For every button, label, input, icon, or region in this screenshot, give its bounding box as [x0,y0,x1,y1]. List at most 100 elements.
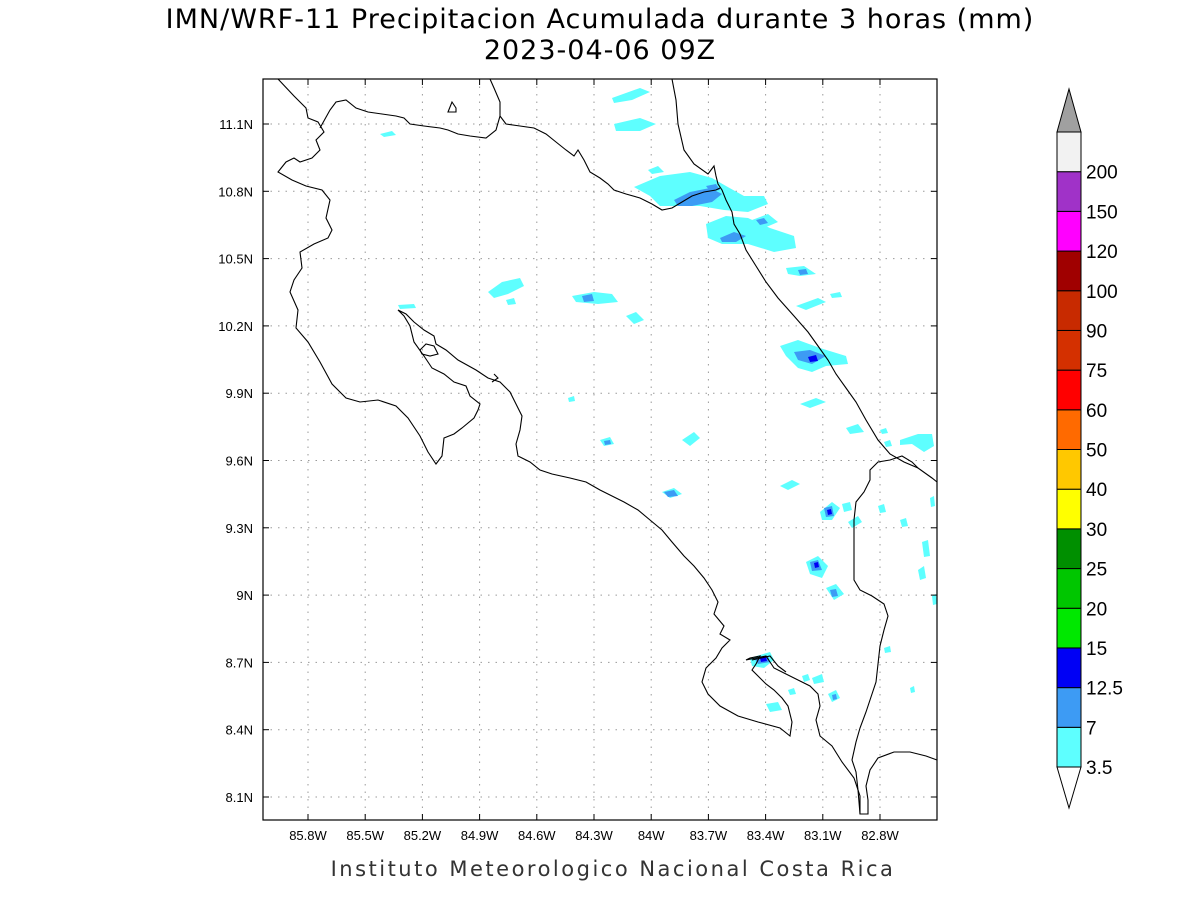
precip-cell [398,304,416,309]
lat-tick-label: 10.8N [218,184,253,199]
precip-cell [604,440,611,445]
colorbar-label: 150 [1086,202,1118,223]
colorbar-swatch [1056,171,1082,212]
precip-cell [766,702,782,712]
lat-tick-label: 8.4N [226,723,253,738]
map-timestamp: 2023-04-06 09Z [484,35,716,66]
lon-tick-label: 85.8W [289,828,327,843]
inner-gulf-line [491,373,499,383]
colorbar-upper-arrow [1056,87,1082,133]
colorbar-swatch [1056,607,1082,649]
lat-tick-label: 10.2N [218,319,253,334]
colorbar-label: 50 [1086,441,1107,462]
precip-cell [796,298,826,310]
lat-tick-label: 8.7N [226,655,253,670]
precip-cell [830,292,842,298]
colorbar-swatch [1056,329,1082,371]
lon-tick-label: 85.2W [404,828,442,843]
lon-tick-label: 83.7W [690,828,728,843]
colorbar-label: 3.5 [1086,758,1112,779]
nicaragua-border [319,78,721,211]
precip-cell [614,118,656,131]
lat-tick-label: 9.6N [226,454,253,469]
colorbar-label: 200 [1086,163,1118,184]
precip-cell [814,562,819,568]
precip-cell [800,398,826,408]
precip-cell [930,496,935,507]
colorbar-labels: 3.5 7 12.5 15 20 25 30 40 50 60 75 90 100 120 150 200 [1086,163,1123,779]
precip-cell [706,216,796,252]
precip-cell [808,355,818,362]
map-panel [262,78,938,821]
colorbar-swatch [1056,568,1082,609]
latitude-axis: 11.1N 10.8N 10.5N 10.2N 9.9N 9.6N 9.3N 9N 8.7N 8.… [218,117,253,805]
lon-tick-label: 83.1W [804,828,842,843]
precip-cell [380,131,396,137]
coastline-and-borders [277,78,938,815]
isla-calero-outline [447,100,457,113]
axis-ticks [263,79,937,820]
precip-cell [827,509,832,515]
precip-cell [848,516,862,528]
precip-cell [582,294,594,302]
precip-cell [832,694,837,700]
colorbar-label: 60 [1086,401,1107,422]
colorbar-swatches [1056,131,1082,768]
lon-tick-label: 84.3W [575,828,613,843]
gulf-island [419,343,439,357]
lat-tick-label: 8.1N [226,790,253,805]
precip-cell [720,232,746,242]
colorbar-swatch [1056,647,1082,689]
precip-cell [798,269,808,275]
lon-tick-label: 84W [638,828,665,843]
colorbar-label: 40 [1086,480,1107,501]
precip-cell [612,88,650,103]
precip-cell [674,188,722,206]
colorbar-label: 12.5 [1086,679,1123,700]
precip-cell [626,312,644,324]
panama-border [851,455,919,815]
colorbar-swatch [1056,250,1082,292]
precip-cell [884,646,891,653]
precip-cell [878,504,886,513]
precip-cell [568,396,575,402]
precip-cell [664,490,678,497]
colorbar-label: 30 [1086,520,1107,541]
precip-cell [830,589,838,597]
precip-cell [756,218,768,225]
lon-tick-label: 83.4W [747,828,785,843]
lon-tick-label: 82.8W [861,828,899,843]
colorbar-label: 25 [1086,560,1107,581]
lat-tick-label: 10.5N [218,252,253,267]
footer-credit: Instituto Meteorologico Nacional Costa R… [331,857,896,881]
precipitation-field [380,88,937,712]
colorbar-swatch [1056,131,1082,173]
lat-tick-label: 9.9N [226,386,253,401]
colorbar-swatch [1056,687,1082,728]
precip-cell [884,440,892,447]
lat-tick-label: 9.3N [226,521,253,536]
lon-tick-label: 84.6W [518,828,556,843]
colorbar-label: 15 [1086,639,1107,660]
lat-tick-label: 9N [236,588,253,603]
precip-cell [900,434,934,452]
precip-cell [932,594,937,605]
precip-cell [788,688,796,695]
precip-cell [802,674,810,682]
precip-cell [812,674,824,684]
longitude-axis: 85.8W 85.5W 85.2W 84.9W 84.6W 84.3W 84W 83.7W 83… [289,828,899,843]
precip-cell [922,540,930,557]
colorbar-legend: 3.5 7 12.5 15 20 25 30 40 50 60 75 90 100 120 150 200 [1056,87,1123,810]
colorbar-label: 120 [1086,242,1118,263]
precip-cell [488,278,524,298]
lon-tick-label: 85.5W [346,828,384,843]
caribbean-coastline [671,78,938,483]
map-title: IMN/WRF-11 Precipitacion Acumulada duran… [166,4,1035,35]
precip-cell [842,502,852,512]
colorbar-label: 75 [1086,361,1107,382]
osa-peninsula-outline [751,655,787,673]
colorbar-swatch [1056,726,1082,768]
colorbar-swatch [1056,369,1082,411]
precip-cell [506,298,516,305]
